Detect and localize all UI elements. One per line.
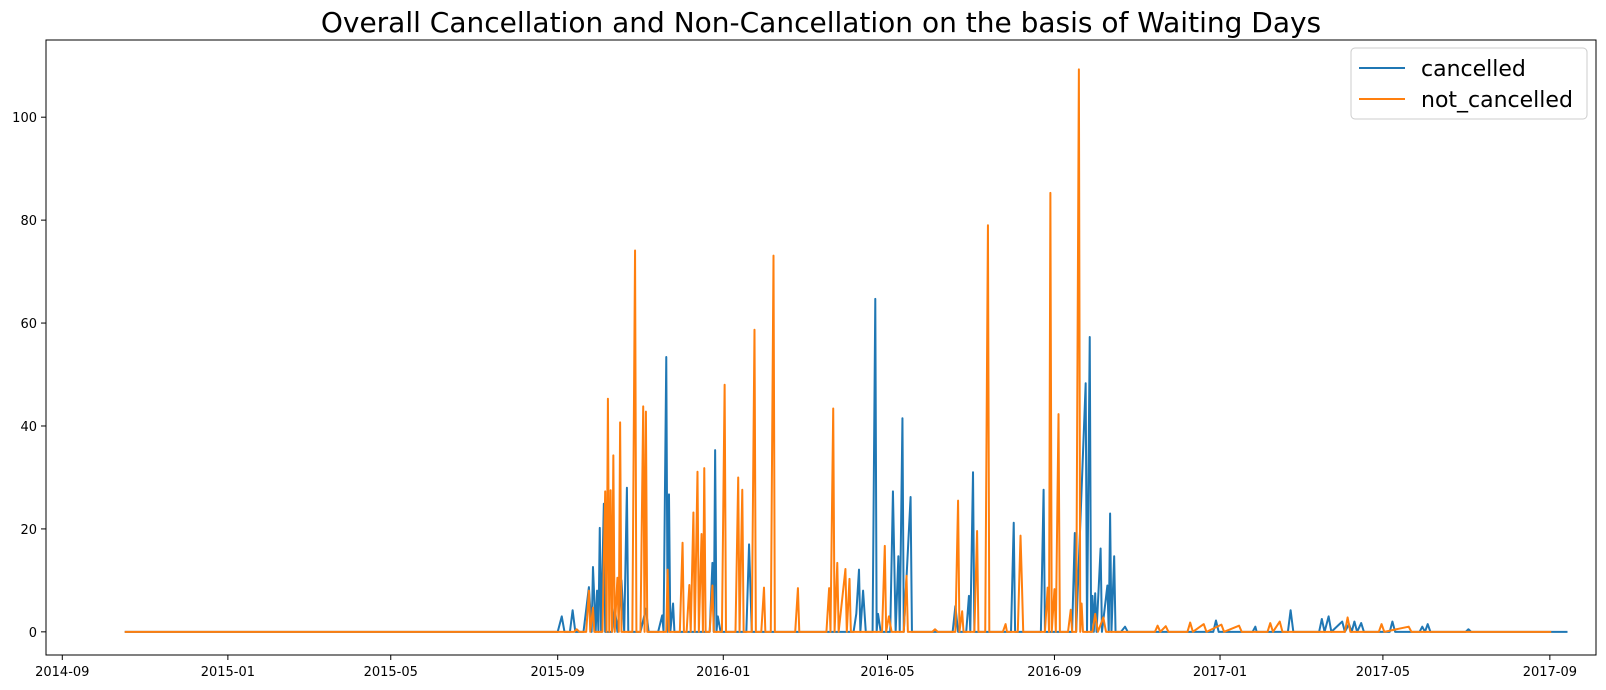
x-axis: 2014-09 2015-01 2015-05 2015-09 2016-01 2016-… xyxy=(35,655,1577,680)
y-tick-label: 0 xyxy=(29,626,37,641)
legend-label-not-cancelled: not_cancelled xyxy=(1421,88,1573,113)
legend: cancelled not_cancelled xyxy=(1350,47,1588,120)
y-tick-label: 20 xyxy=(20,523,37,538)
y-tick-label: 80 xyxy=(20,214,37,229)
y-axis: 0 20 40 60 80 100 xyxy=(12,111,46,641)
x-tick-label: 2014-09 xyxy=(35,665,89,680)
series-line-not-cancelled xyxy=(124,68,1552,633)
y-tick-label: 40 xyxy=(20,420,37,435)
x-tick-label: 2015-05 xyxy=(364,665,418,680)
legend-box xyxy=(1350,47,1588,120)
x-tick-label: 2017-05 xyxy=(1356,665,1410,680)
x-tick-label: 2017-09 xyxy=(1523,665,1577,680)
y-tick-label: 100 xyxy=(12,111,37,126)
chart-title: Overall Cancellation and Non-Cancellatio… xyxy=(321,6,1321,39)
x-tick-label: 2017-01 xyxy=(1193,665,1247,680)
series-layer xyxy=(124,68,1568,633)
x-tick-label: 2016-01 xyxy=(696,665,750,680)
plot-area-frame xyxy=(45,39,1597,656)
x-tick-label: 2016-09 xyxy=(1027,665,1081,680)
x-tick-label: 2015-09 xyxy=(531,665,585,680)
x-tick-label: 2015-01 xyxy=(201,665,255,680)
x-tick-label: 2016-05 xyxy=(860,665,914,680)
legend-label-cancelled: cancelled xyxy=(1421,57,1526,82)
y-tick-label: 60 xyxy=(20,317,37,332)
